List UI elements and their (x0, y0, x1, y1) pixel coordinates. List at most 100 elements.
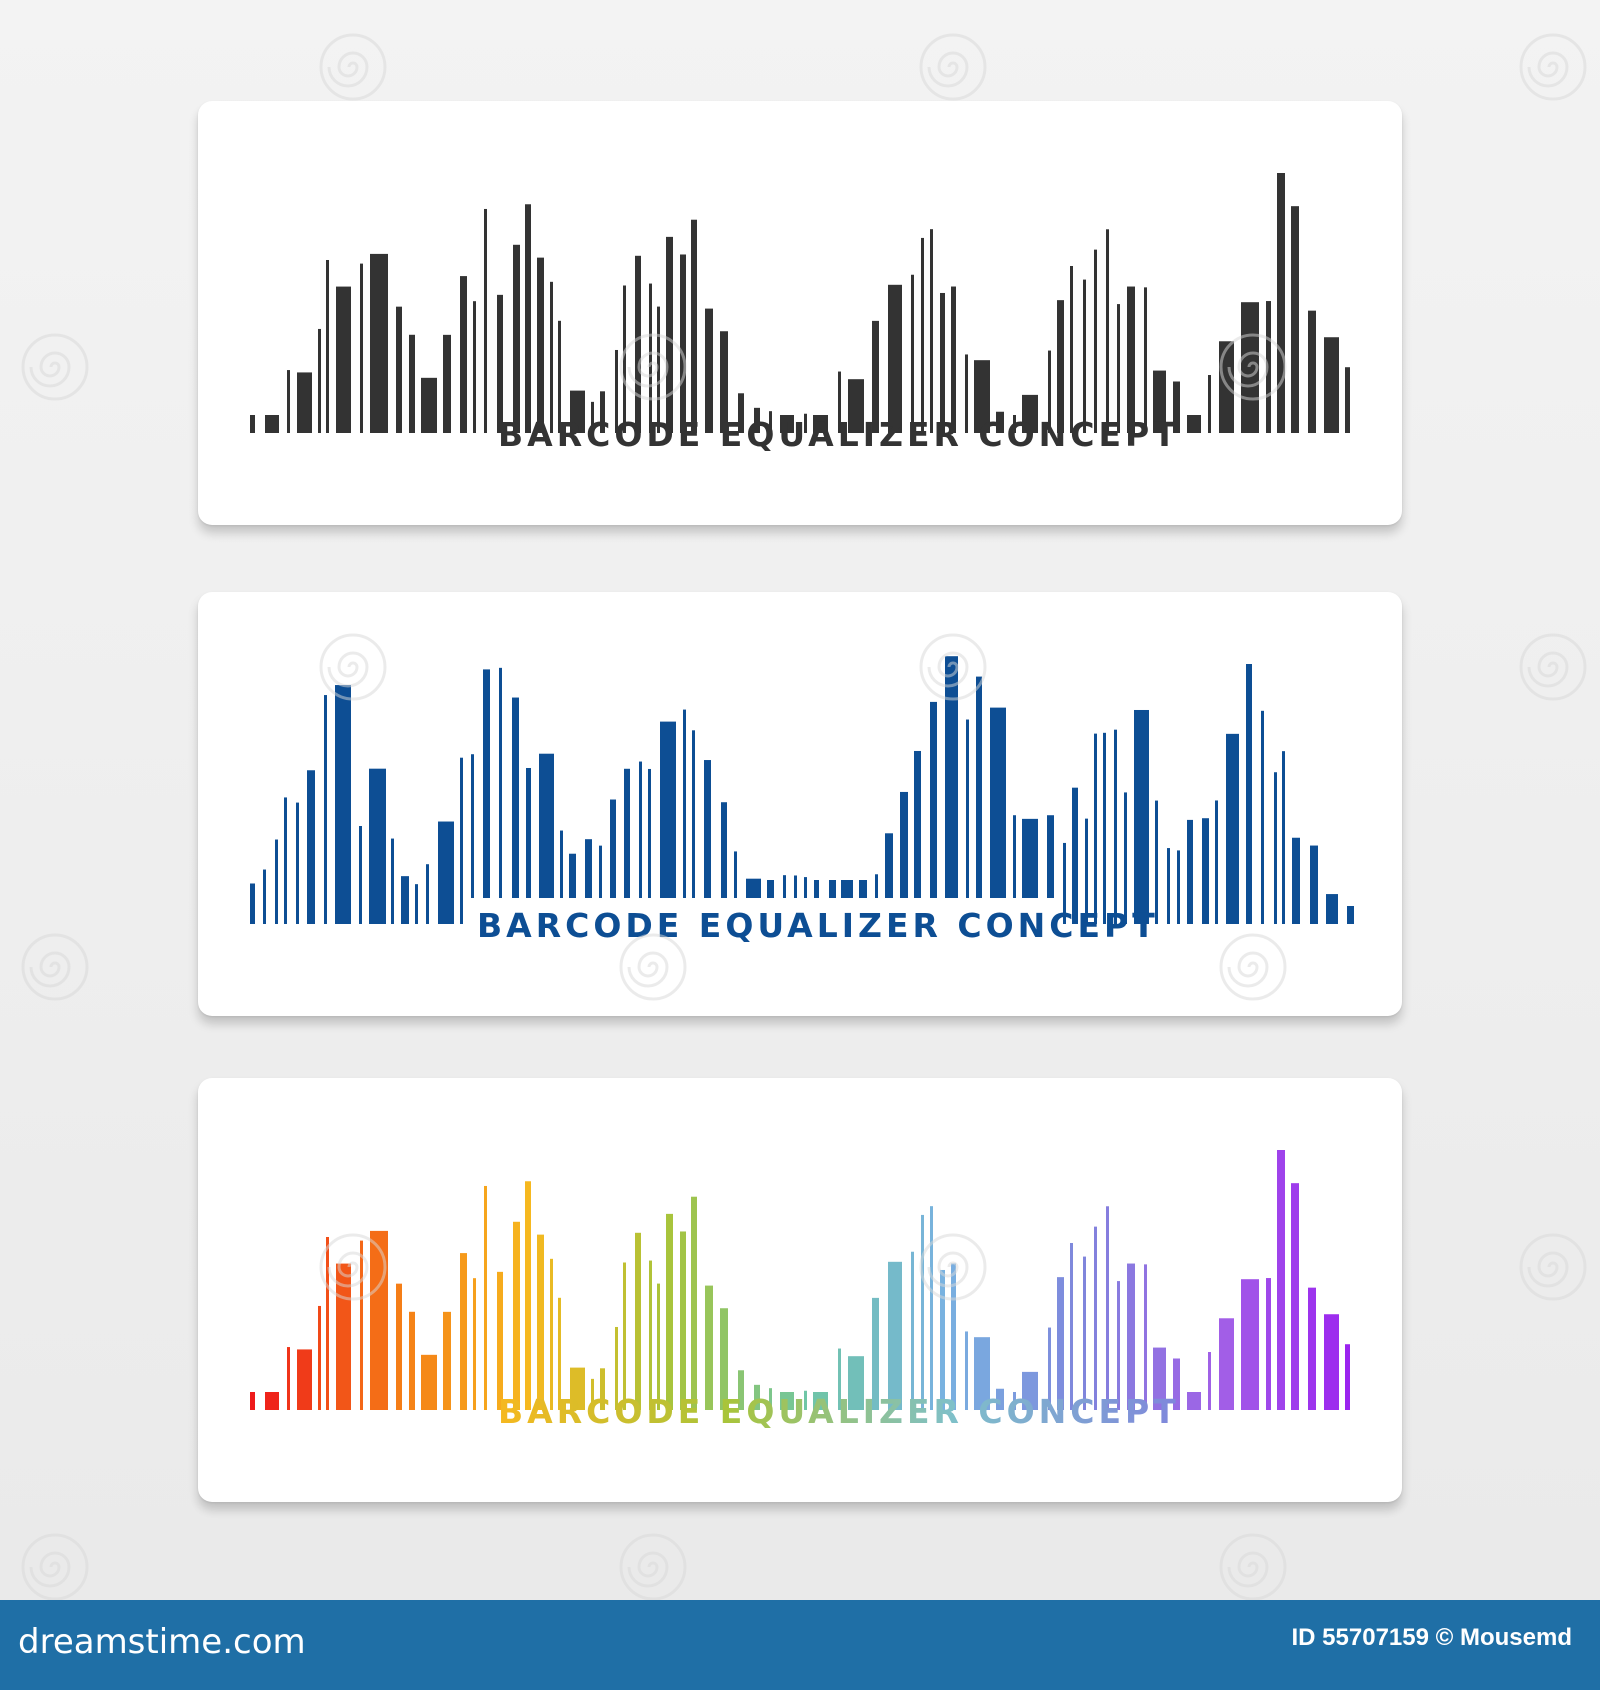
equalizer-bar (635, 255, 641, 433)
equalizer-bar (359, 826, 362, 924)
spiral-watermark-icon (619, 333, 687, 401)
spiral-watermark-icon (319, 33, 387, 101)
equalizer-bar (1291, 1183, 1299, 1410)
equalizer-bar (600, 391, 605, 433)
equalizer-bar (473, 301, 476, 433)
equalizer-bar (409, 334, 415, 433)
spiral-watermark-icon (21, 933, 89, 1001)
equalizer-bar (649, 283, 652, 433)
equalizer-bar (1124, 792, 1127, 924)
spiral-watermark-icon (1519, 633, 1587, 701)
equalizer-bar (1345, 367, 1350, 433)
equalizer-bar (1094, 249, 1097, 433)
equalizer-bar (275, 839, 278, 924)
equalizer-bar (360, 263, 363, 433)
equalizer-bar (1072, 787, 1078, 924)
equalizer-bar (1266, 1278, 1271, 1410)
equalizer-bar (859, 880, 867, 898)
equalizer-bar (623, 1262, 626, 1410)
equalizer-bar (1022, 394, 1038, 433)
equalizer-bar (813, 1392, 828, 1410)
equalizer-bar (525, 1181, 531, 1410)
spiral-watermark-icon (319, 633, 387, 701)
equalizer-bar (780, 1392, 794, 1410)
equalizer-bar (1022, 1371, 1038, 1410)
equalizer-bar (615, 349, 618, 433)
equalizer-bar (660, 721, 676, 898)
equalizer-bar (1057, 300, 1064, 433)
equalizer-bar (550, 1258, 553, 1410)
equalizer-bar (872, 1297, 879, 1410)
stock-id-text: ID 55707159 © Mousemd (1291, 1624, 1572, 1651)
equalizer-bar (691, 219, 697, 433)
equalizer-bar (1048, 350, 1051, 433)
equalizer-bar (1155, 800, 1158, 924)
equalizer-bar (680, 1231, 686, 1410)
dreamstime-logo: dreamstime.com (18, 1622, 306, 1662)
equalizer-bar (1134, 709, 1149, 924)
equalizer-bar (1083, 1256, 1086, 1410)
spiral-watermark-icon (919, 1233, 987, 1301)
equalizer-bar (558, 1297, 561, 1410)
equalizer-bar (599, 845, 602, 898)
caption-blue: BARCODE EQUALIZER CONCEPT (477, 906, 1159, 945)
equalizer-bar (401, 876, 409, 924)
equalizer-bar (705, 1285, 713, 1410)
equalizer-bar (569, 853, 576, 898)
spiral-watermark-icon (919, 33, 987, 101)
equalizer-bar (512, 697, 519, 898)
equalizer-bar (1153, 370, 1166, 433)
equalizer-bar (297, 372, 312, 433)
equalizer-bar (783, 875, 786, 898)
equalizer-bar (610, 799, 616, 898)
equalizer-bar (738, 393, 744, 433)
equalizer-bar (900, 791, 908, 898)
equalizer-bar (838, 1348, 841, 1410)
equalizer-bar (1114, 729, 1117, 924)
equalizer-bar (1063, 842, 1066, 924)
equalizer-bar (648, 768, 651, 898)
equalizer-bar (921, 237, 924, 433)
equalizer-bar (1241, 1279, 1259, 1410)
equalizer-bar (438, 821, 454, 924)
equalizer-bar (930, 229, 933, 433)
equalizer-bar (838, 371, 841, 433)
equalizer-bar (499, 667, 502, 898)
equalizer-bar (396, 1283, 402, 1410)
equalizer-bar (951, 286, 956, 433)
equalizer-bar (767, 880, 774, 898)
equalizer-bar (754, 407, 760, 433)
equalizer-bar (875, 874, 878, 898)
equalizer-bar (1308, 1287, 1316, 1410)
equalizer-bar (1048, 1327, 1051, 1410)
equalizer-bar (990, 707, 1006, 898)
equalizer-bar (1106, 229, 1109, 433)
spiral-watermark-icon (1219, 333, 1287, 401)
equalizer-bar (872, 320, 879, 433)
equalizer-bar (296, 802, 299, 924)
equalizer-bar (421, 1354, 437, 1410)
black-barcode-equalizer: BARCODE EQUALIZER CONCEPT (250, 173, 1350, 454)
equalizer-bar (769, 1388, 772, 1410)
spiral-watermark-icon (319, 1233, 387, 1301)
equalizer-bar (1226, 733, 1239, 924)
equalizer-bar (284, 797, 287, 924)
equalizer-bar (780, 415, 794, 433)
equalizer-bar (666, 236, 673, 433)
equalizer-bar (513, 1221, 520, 1410)
equalizer-bar (391, 838, 394, 924)
equalizer-bar (657, 1283, 660, 1410)
equalizer-bar (814, 880, 819, 898)
equalizer-bar (265, 415, 279, 433)
equalizer-bar (930, 1206, 933, 1410)
equalizer-bar (421, 377, 437, 433)
equalizer-bar (734, 851, 737, 898)
equalizer-bar (250, 415, 255, 433)
equalizer-bar (443, 334, 451, 433)
equalizer-bar (585, 839, 592, 898)
spiral-watermark-icon (1519, 1233, 1587, 1301)
equalizer-bar (471, 754, 474, 898)
equalizer-bar (1070, 1242, 1073, 1410)
equalizer-bar (1202, 818, 1209, 924)
equalizer-bar (1083, 279, 1086, 433)
